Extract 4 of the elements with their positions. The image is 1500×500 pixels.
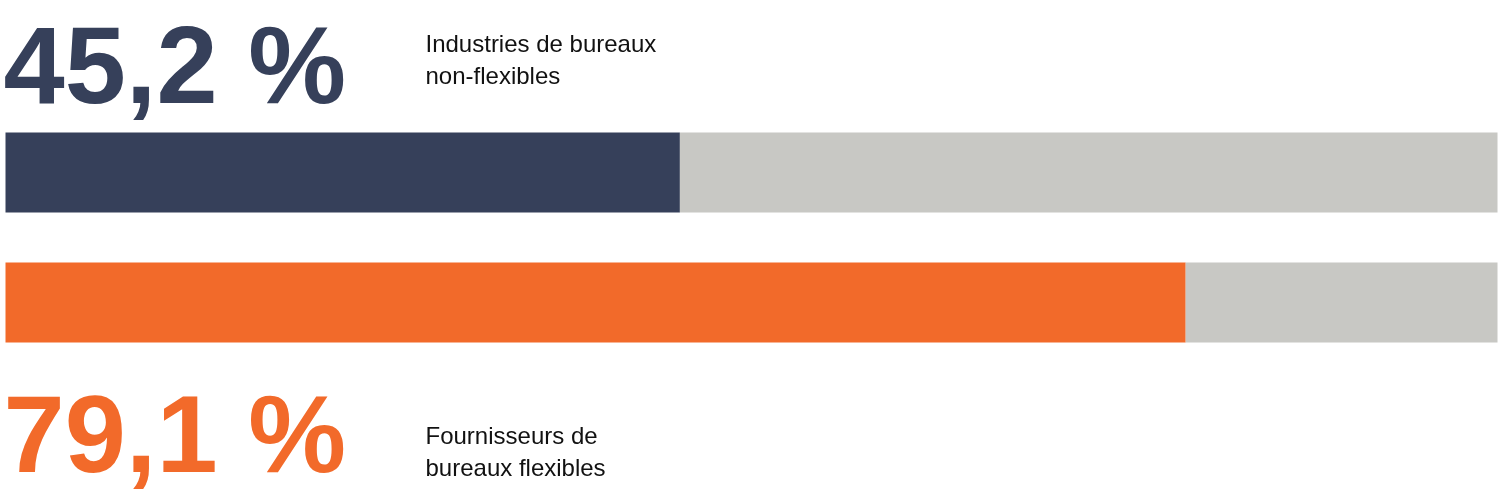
y-tick-label: Industries de bureaux non-flexibles [425, 29, 657, 90]
data-label: 45,2 % [3, 3, 346, 126]
data-label: 79,1 % [3, 372, 346, 495]
y-tick-label: Fournisseurs de bureaux flexibles [425, 421, 606, 482]
